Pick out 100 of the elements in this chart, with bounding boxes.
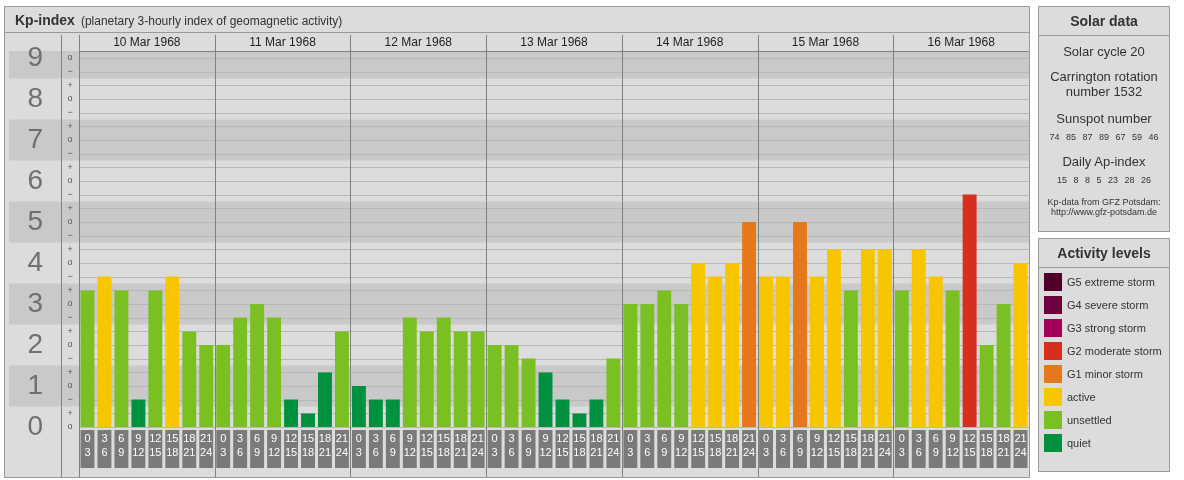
text: + [67,407,73,418]
bar [233,317,248,427]
bar [928,276,943,427]
legend-label: G4 severe storm [1067,299,1149,311]
text: 14 Mar 1968 [656,35,724,50]
x-tick-label: 12 15 [827,432,841,459]
bar [623,303,638,427]
text: + [67,120,73,131]
legend-label: G3 strong storm [1067,322,1146,334]
bar [606,358,621,427]
x-tick-label: 12 15 [556,432,569,459]
x-tick-label: 12 15 [692,432,705,459]
legend-label: G1 minor storm [1067,368,1143,380]
bar [284,399,299,427]
bar [945,290,960,427]
bar [453,331,468,427]
x-tick-label: 3 6 [101,432,108,459]
legend-label: active [1067,391,1096,403]
x-tick-label: 3 6 [779,432,787,459]
y-tick-label: 1 [27,368,43,400]
x-tick-label: 0 3 [762,432,770,459]
bar [165,276,180,427]
text: Carrington rotation number 1532 [1049,69,1159,99]
x-tick-label: 21 24 [335,432,349,459]
text: + [67,366,73,377]
text: + [67,202,73,213]
x-tick-label: 12 15 [284,432,298,459]
x-tick-label: 6 9 [932,432,939,459]
bar [572,413,587,427]
x-tick-label: 0 3 [627,432,634,459]
x-tick-label: 21 24 [878,432,891,459]
text: 12 Mar 1968 [384,35,453,50]
text: + [67,161,73,172]
x-tick-label: 9 12 [132,432,145,459]
y-tick-label: 2 [27,327,43,359]
bar [402,317,417,427]
x-tick-label: 6 9 [389,432,396,459]
legend-label: unsettled [1067,414,1112,426]
text: − [67,65,73,76]
text: 13 Mar 1968 [520,35,589,50]
bar [708,276,723,427]
x-tick-label: 12 15 [149,432,162,459]
text: − [67,147,73,158]
bar [131,399,146,427]
text: Solar cycle 20 [1062,44,1146,59]
bar [436,317,451,427]
x-tick-label: 15 18 [709,432,722,459]
x-tick-label: 3 6 [237,432,244,459]
y-tick-label: 6 [27,163,43,195]
x-tick-label: 0 3 [491,432,498,459]
x-tick-label: 18 21 [318,432,332,459]
bar [826,249,841,427]
bar [385,399,400,427]
text: http://www.gfz-potsdam.de [1049,207,1159,217]
x-tick-label: 21 24 [200,432,213,459]
text: 10 Mar 1968 [113,35,181,50]
text: o [67,93,73,104]
text: 15 Mar 1968 [791,35,860,50]
text: 74 85 87 89 67 59 46 [1048,132,1160,142]
bar [97,276,112,427]
x-tick-label: 6 9 [796,432,804,459]
x-tick-label: 18 21 [590,432,603,459]
x-tick-label: 15 18 [844,432,857,459]
bar [538,372,553,427]
legend-label: quiet [1067,437,1091,449]
bar [996,303,1011,427]
bar [776,276,790,427]
bar [843,290,858,427]
x-tick-label: 9 12 [946,432,959,459]
bar [589,399,604,427]
text: 15 8 8 5 23 28 26 [1055,175,1153,185]
text: 11 Mar 1968 [249,35,317,50]
bar [911,249,926,427]
text: Solar data [1039,7,1169,36]
bar [504,344,519,427]
x-tick-label: 3 6 [644,432,651,459]
y-tick-label: 5 [27,204,43,236]
x-tick-label: 9 12 [675,432,688,459]
text: − [67,271,73,281]
text: o [67,298,73,309]
bar [351,386,366,427]
bar [877,249,892,427]
x-tick-label: 15 18 [980,432,993,459]
bar [1013,262,1028,427]
bar [318,372,332,427]
text: o [67,339,73,350]
x-tick-label: 9 12 [810,432,824,459]
bar [860,249,875,427]
x-tick-label: 18 21 [997,432,1010,459]
y-tick-label: 0 [27,409,43,441]
text: + [67,243,73,254]
x-tick-label: 18 21 [726,432,739,459]
x-tick-label: 18 21 [183,432,196,459]
text: − [67,230,73,240]
y-tick-label: 9 [27,40,43,72]
text: Daily Ap-index [1061,154,1147,169]
bar [80,290,95,427]
text: o [67,175,73,186]
x-tick-label: 0 3 [84,432,91,459]
x-tick-label: 15 18 [166,432,179,459]
